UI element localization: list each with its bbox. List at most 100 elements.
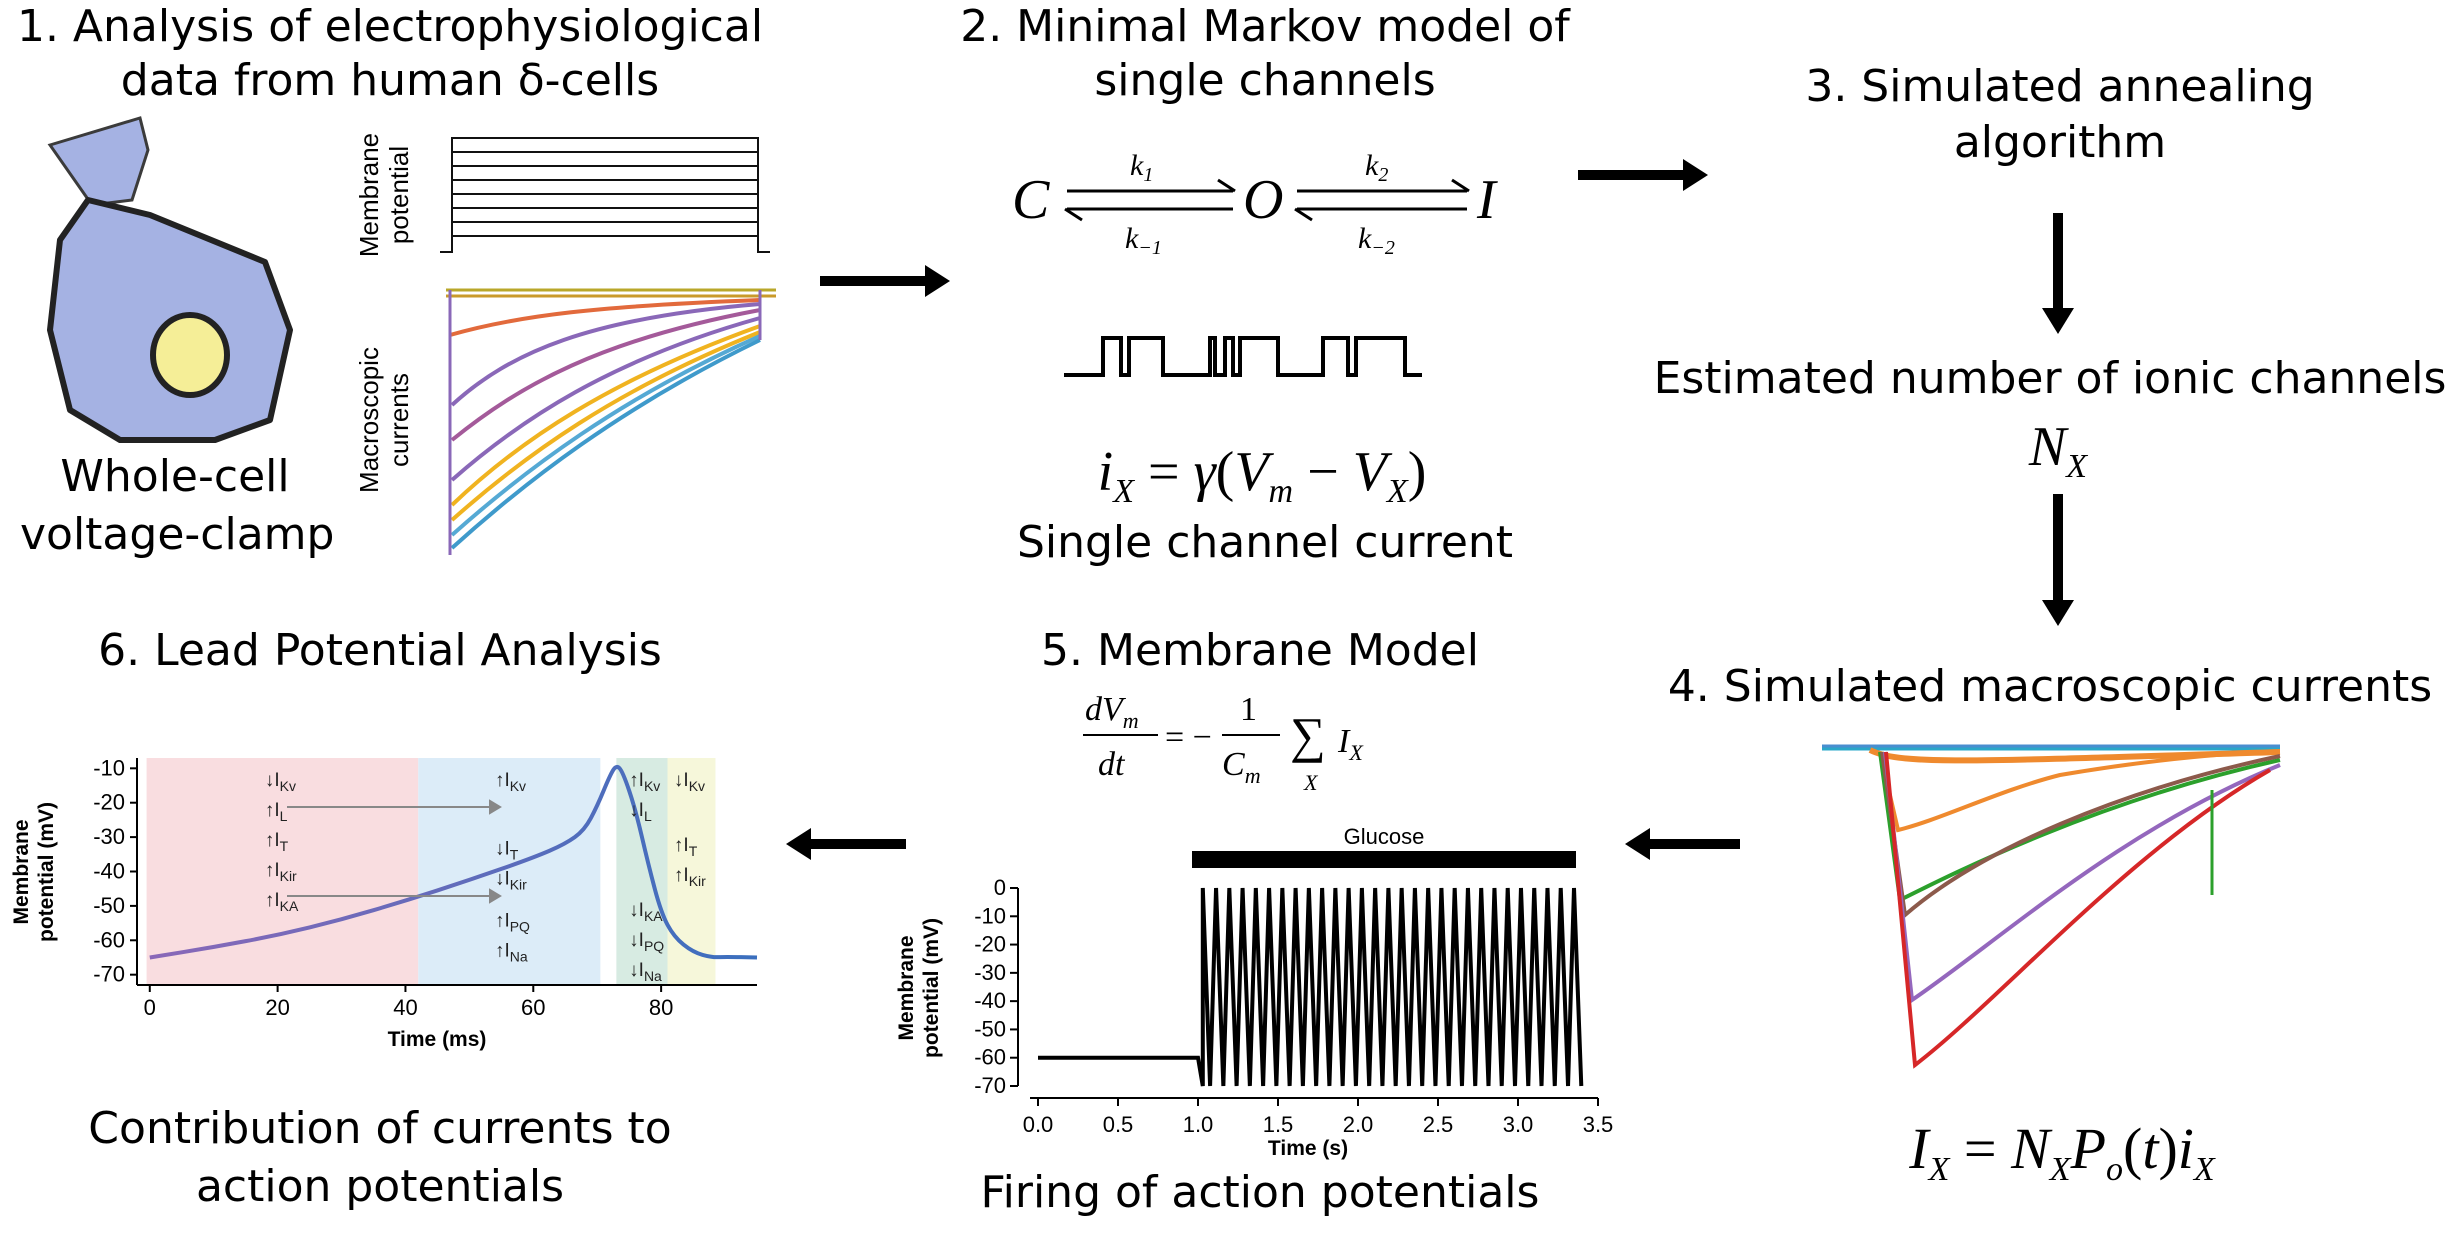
firing-xlabel: Time (s) — [1268, 1137, 1348, 1160]
current-label: ↑IKir — [265, 860, 297, 884]
firing-ylabel-line1: Membrane — [895, 935, 918, 1040]
firing-x-tick-label: 0.0 — [1023, 1112, 1054, 1137]
phase-region — [616, 758, 668, 985]
firing-x-tick-label: 2.5 — [1423, 1112, 1454, 1137]
cell-caption-line2: voltage-clamp — [20, 509, 335, 560]
arrow-4-to-5 — [1625, 828, 1740, 860]
single-channel-trace — [1064, 336, 1422, 377]
svg-text:∑: ∑ — [1290, 707, 1326, 763]
panel3-title-line1: 3. Simulated annealing — [1805, 61, 2315, 112]
arrow-2-to-3 — [1578, 159, 1708, 191]
svg-text:= −: = − — [1165, 719, 1212, 756]
firing-y-tick-label: -50 — [974, 1016, 1006, 1041]
svg-text:1: 1 — [1240, 691, 1257, 728]
firing-x-tick-label: 1.5 — [1263, 1112, 1294, 1137]
delta-cell-illustration — [47, 116, 293, 443]
lead-y-tick-label: -30 — [93, 824, 125, 849]
current-label: ↑IKA — [265, 890, 299, 914]
lead-y-tick-label: -60 — [93, 927, 125, 952]
current-label: ↑IKir — [674, 865, 706, 889]
cell-caption-line1: Whole-cell — [60, 451, 290, 502]
panel1-title-line2: data from human δ-cells — [120, 55, 660, 106]
firing-x-tick-label: 1.0 — [1183, 1112, 1214, 1137]
phase-region — [667, 758, 716, 985]
panel1-title-line1: 1. Analysis of electrophysiological — [16, 1, 764, 52]
patch-pipette — [47, 116, 150, 207]
ylabel-currents-line2: currents — [384, 373, 414, 467]
panel6-title: 6. Lead Potential Analysis — [98, 625, 662, 676]
lead-ylabel-line1: Membrane — [10, 819, 33, 924]
panel3-title-line2: algorithm — [1953, 117, 2167, 168]
lead-potential-chart: 0 20 40 60 80 -10 -20 -30 -40 -50 -60 -70 ↓IKv ↑IL ↑I… — [10, 755, 758, 1051]
firing-x-tick-label: 2.0 — [1343, 1112, 1374, 1137]
phase-region — [418, 758, 601, 985]
phase-region — [146, 758, 419, 985]
current-label: ↑IT — [674, 835, 698, 859]
firing-trace — [1038, 887, 1584, 1087]
ika-arrow-head — [489, 888, 502, 904]
current-label: ↑IKv — [629, 770, 660, 794]
macroscopic-current-equation: IX = NXPo(t)iX — [1908, 1116, 2216, 1188]
estimated-channels-label: Estimated number of ionic channels — [1653, 353, 2447, 404]
rate-k1: k1 — [1130, 149, 1153, 186]
current-label: ↓IPQ — [629, 930, 664, 954]
macroscopic-currents-plot — [446, 288, 776, 555]
lead-y-tick-label: -70 — [93, 962, 125, 987]
firing-chart: Glucose 0.0 0.5 1.0 1.5 2.0 2.5 3.0 3.5 0 -10 -20 -… — [895, 824, 1613, 1160]
current-label: ↑IKv — [495, 770, 526, 794]
firing-caption: Firing of action potentials — [980, 1167, 1540, 1218]
phase-region — [600, 758, 617, 985]
svg-text:dt: dt — [1098, 746, 1126, 783]
current-label: ↓INa — [629, 960, 662, 984]
ylabel-currents-line1: Macroscopic — [354, 347, 384, 493]
firing-y-tick-label: -40 — [974, 988, 1006, 1013]
panel2-title-line2: single channels — [1094, 55, 1436, 106]
firing-x-tick-label: 0.5 — [1103, 1112, 1134, 1137]
single-channel-caption: Single channel current — [1016, 517, 1514, 568]
svg-text:IX: IX — [1337, 723, 1364, 765]
lead-x-tick-label: 0 — [144, 995, 156, 1020]
rate-k2: k2 — [1365, 149, 1388, 186]
lead-x-tick-label: 60 — [521, 995, 545, 1020]
lead-y-tick-label: -10 — [93, 755, 125, 780]
membrane-equation: dVm dt = − 1 Cm ∑ X IX — [1083, 691, 1364, 795]
current-label: ↓IKA — [629, 900, 663, 924]
current-label: ↑INa — [495, 941, 528, 965]
firing-y-tick-label: -70 — [974, 1073, 1006, 1098]
firing-ylabel-line2: potential (mV) — [920, 918, 943, 1058]
lead-y-tick-label: -40 — [93, 859, 125, 884]
panel6-caption-line1: Contribution of currents to — [88, 1103, 672, 1154]
current-label: ↓IKir — [495, 868, 527, 892]
current-label: ↑IPQ — [495, 911, 530, 935]
current-label: ↓IKv — [265, 770, 296, 794]
il-arrow-head — [489, 799, 502, 815]
lead-xlabel: Time (ms) — [388, 1028, 487, 1051]
arrow-estimate-to-4 — [2042, 494, 2074, 626]
voltage-protocol-plot — [440, 137, 770, 253]
rate-k-1: k−1 — [1125, 222, 1162, 259]
lead-x-tick-label: 40 — [393, 995, 417, 1020]
estimated-channels-symbol: NX — [2028, 416, 2088, 485]
panel5-title: 5. Membrane Model — [1041, 625, 1479, 676]
current-label: ↓IT — [495, 838, 519, 862]
state-o: O — [1243, 169, 1283, 231]
ylabel-membrane-line1: Membrane — [354, 133, 384, 257]
state-c: C — [1012, 169, 1050, 231]
current-label: ↑IL — [265, 800, 288, 824]
firing-y-tick-label: -10 — [974, 903, 1006, 928]
action-potential-trace — [149, 764, 758, 960]
single-channel-equation: iX = γ(Vm − VX) — [1098, 441, 1427, 510]
lead-ylabel-line2: potential (mV) — [35, 802, 58, 942]
simulated-currents-plot — [1822, 744, 2281, 1069]
lead-y-tick-label: -20 — [93, 790, 125, 815]
lead-x-tick-label: 20 — [265, 995, 289, 1020]
panel4-title: 4. Simulated macroscopic currents — [1667, 661, 2433, 712]
nucleus — [150, 312, 230, 398]
firing-x-tick-label: 3.5 — [1583, 1112, 1614, 1137]
current-label: ↓IL — [629, 800, 652, 824]
current-label: ↓IKv — [674, 770, 705, 794]
glucose-label: Glucose — [1344, 824, 1425, 849]
svg-text:Cm: Cm — [1222, 746, 1261, 788]
svg-text:X: X — [1303, 770, 1319, 795]
